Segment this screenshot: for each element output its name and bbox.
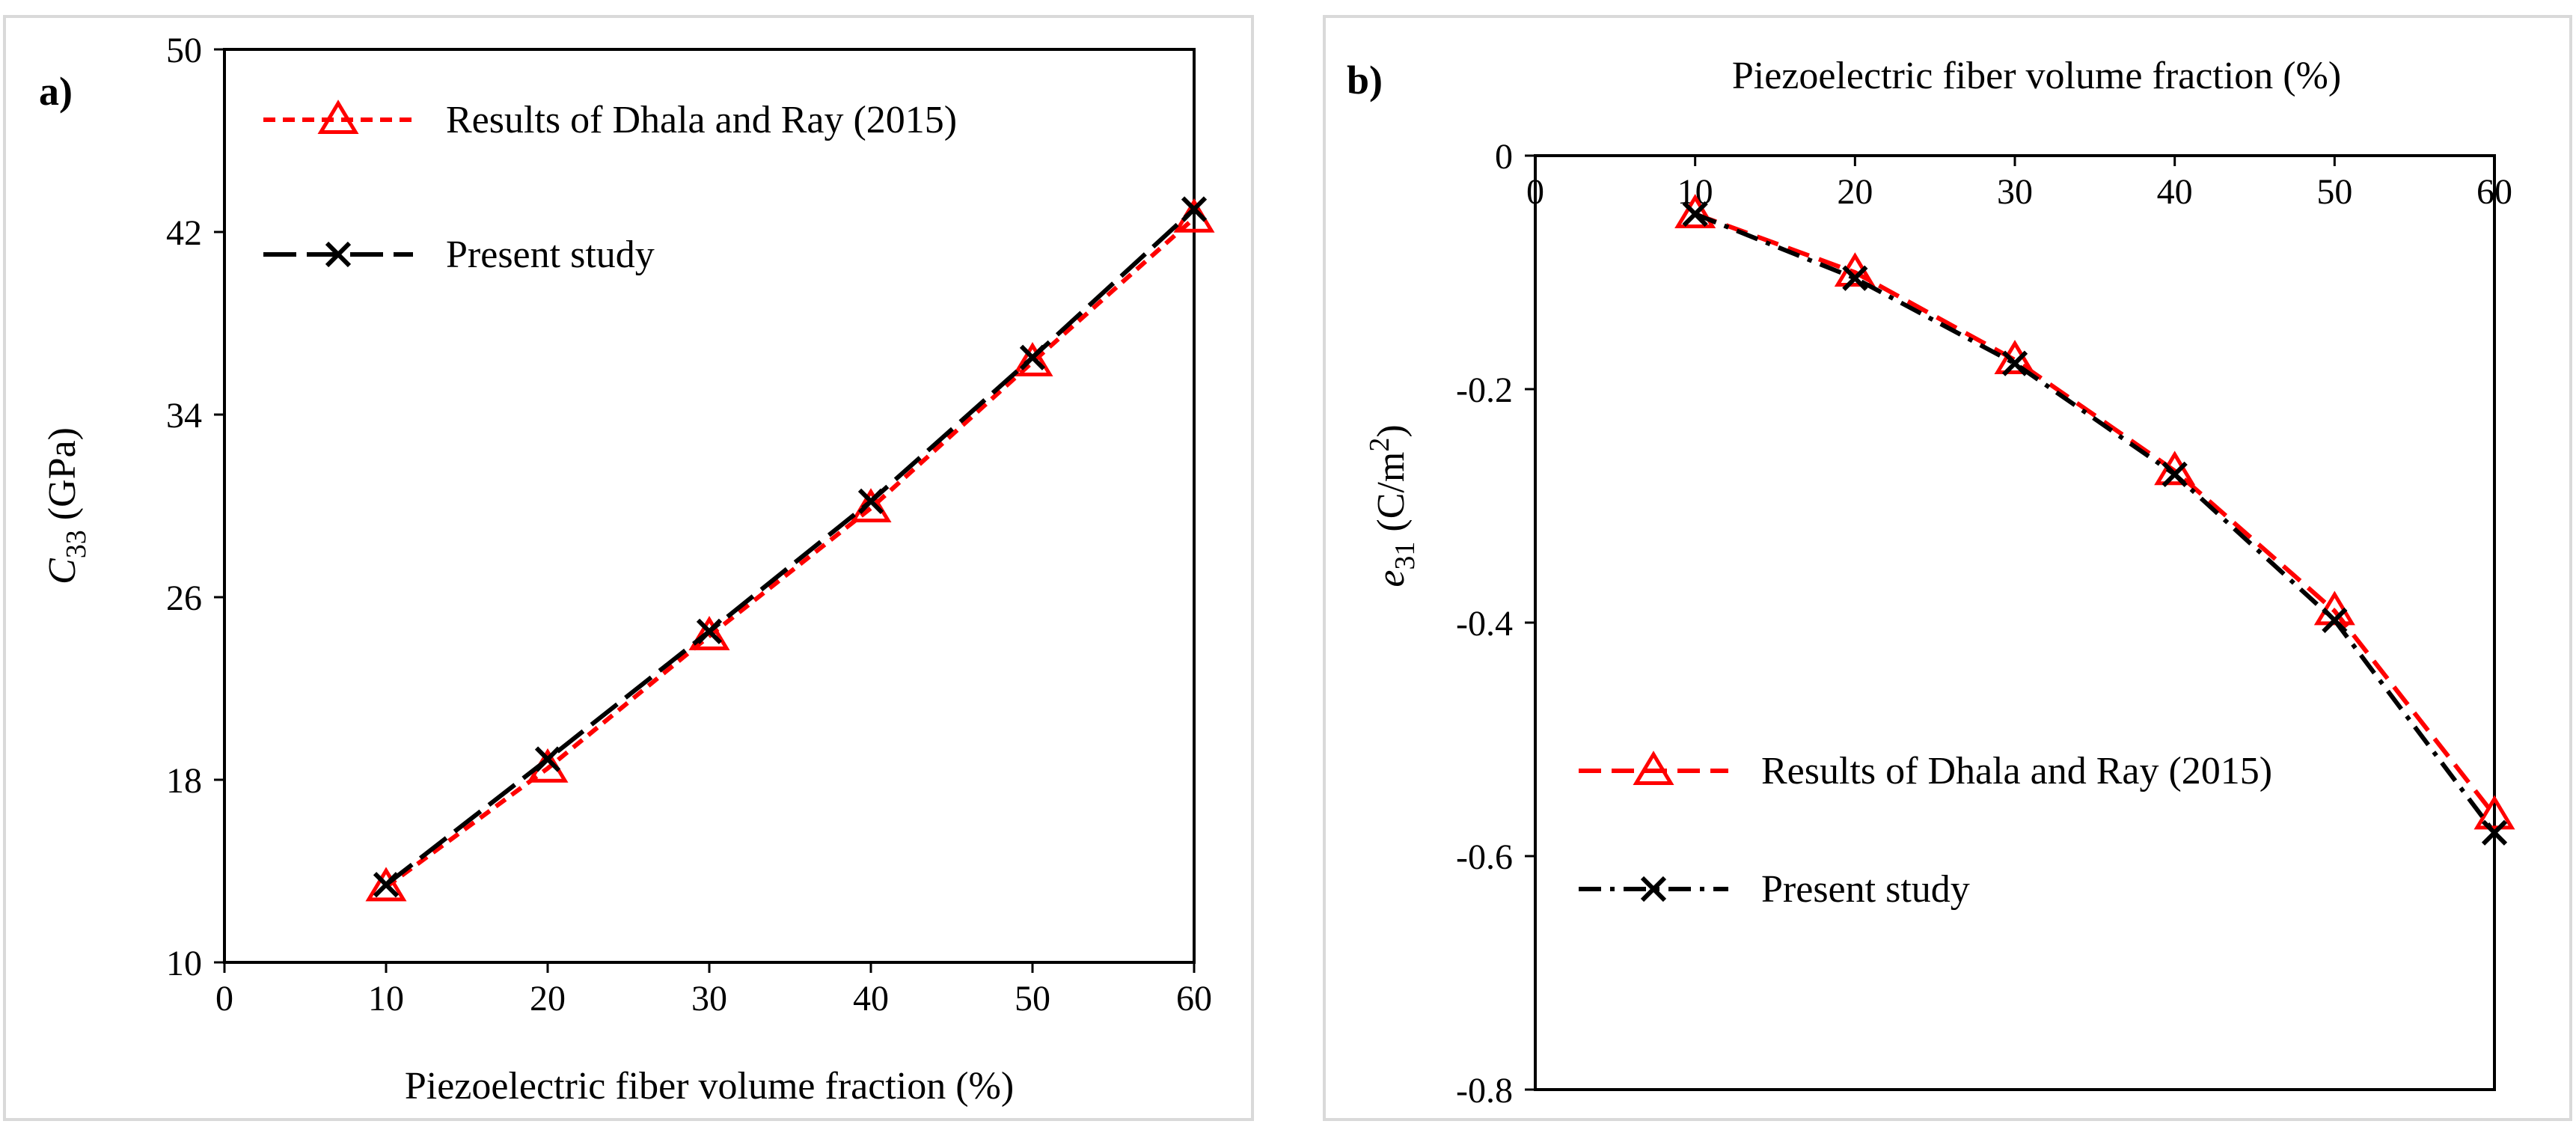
panel-a-series-line-1: [385, 207, 1196, 887]
panel-a-y-tick-label: 34: [166, 396, 202, 436]
panel-b-y-tick-label: -0.8: [1456, 1071, 1513, 1111]
panel-b-y-axis-unit: (C/m: [1370, 452, 1413, 542]
panel-b-series-0-point: [2473, 795, 2515, 830]
panel-b-legend-label-0: Results of Dhala and Ray (2015): [1761, 750, 2272, 792]
panel-a-y-axis-title: C33 (GPa): [41, 427, 92, 584]
panel-b-y-axis-superscript: 2: [1364, 438, 1395, 452]
panel-b-x-tick-label: 0: [1526, 172, 1544, 212]
panel-b-x-tick-label: 10: [1677, 172, 1713, 212]
panel-a-y-axis-symbol: C: [41, 558, 84, 584]
panel-a-legend-marker-0: [317, 100, 359, 134]
panel-a-series-1-point: [857, 488, 884, 515]
panel-a-series-0-point: [1012, 341, 1053, 376]
panel-a-x-tick-label: 20: [530, 979, 566, 1018]
panel-a-x-tick-label: 30: [691, 979, 727, 1018]
panel-b-series-1-point: [2162, 461, 2188, 488]
panel-b-legend-marker-0: [1633, 751, 1674, 785]
panel-b-ticks: 0 10 20 30 40 50 60 -0.8 -0.6 -0.4 -0.2 0: [1456, 137, 2512, 1111]
panel-b-y-tick-label: 0: [1495, 137, 1513, 177]
panel-a-series-1-point: [534, 746, 561, 772]
panel-b-series-1-point: [2001, 350, 2028, 376]
panel-a-y-tick-label: 18: [166, 761, 202, 801]
panel-a-x-tick-label: 10: [368, 979, 404, 1018]
panel-a-series-0-point: [688, 615, 730, 650]
panel-b-y-tick-label: -0.6: [1456, 837, 1513, 877]
panel-a-series-1-point: [1019, 344, 1046, 370]
panel-a-x-tick-label: 0: [215, 979, 233, 1018]
panel-b-series-line-0: [1694, 212, 2497, 817]
panel-b-y-axis-symbol: e: [1370, 570, 1413, 587]
panel-a-series-1-point: [696, 618, 723, 644]
panel-b-legend-label-1: Present study: [1761, 868, 1970, 911]
panel-b-series: [1674, 194, 2515, 846]
panel-b-series-1-point: [2322, 607, 2348, 634]
panel-b-x-tick-label: 40: [2157, 172, 2193, 212]
panel-a-frame: [3, 15, 1254, 1121]
panel-a-x-tick-label: 60: [1176, 979, 1212, 1018]
panel-a-y-tick-label: 50: [166, 31, 202, 70]
panel-a-series: [365, 196, 1215, 902]
panel-b-y-tick-label: -0.2: [1456, 370, 1513, 410]
panel-a-legend: Results of Dhala and Ray (2015) Present s…: [263, 99, 957, 276]
panel-a-x-tick-label: 40: [853, 979, 889, 1018]
panel-a-y-tick-label: 26: [166, 578, 202, 618]
panel-a-y-axis-subscript: 33: [61, 530, 92, 558]
panel-b-label: b): [1347, 58, 1383, 103]
panel-b-frame: [1323, 15, 2572, 1121]
panel-b-legend: Results of Dhala and Ray (2015) Present s…: [1579, 750, 2272, 911]
panel-b-series-1-point: [1682, 201, 1708, 227]
panel-b-x-tick-label: 50: [2316, 172, 2352, 212]
panel-a-y-tick-label: 42: [166, 213, 202, 253]
panel-b-series-1-point: [2481, 819, 2508, 846]
panel-a-x-tick-label: 50: [1015, 979, 1050, 1018]
panel-a-series-1-point: [373, 872, 400, 898]
panel-a-series-line-0: [385, 216, 1196, 889]
panel-b-series-1-point: [1842, 265, 1868, 291]
panel-b-x-tick-label: 20: [1837, 172, 1873, 212]
panel-b-y-axis-subscript: 31: [1389, 542, 1421, 570]
panel-a-y-axis-unit: (GPa): [41, 427, 84, 530]
panel-b-x-axis-title: Piezoelectric fiber volume fraction (%): [1732, 55, 2341, 97]
panel-a-legend-label-0: Results of Dhala and Ray (2015): [446, 99, 957, 141]
panel-b-legend-marker-1: [1640, 876, 1667, 903]
panel-a: a) 0 10 20 30 40 50 60 10 18 26 34 42 50 Piezoelectr…: [39, 31, 1215, 1108]
panel-a-series-0-point: [365, 867, 407, 902]
panel-a-series-1-point: [1181, 196, 1208, 222]
panel-b-y-tick-label: -0.4: [1456, 604, 1513, 644]
panel-b-series-line-1: [1694, 212, 2497, 834]
panel-b-y-axis-close: ): [1370, 424, 1413, 437]
panel-b-x-tick-label: 60: [2476, 172, 2512, 212]
panel-b: b) Piezoelectric fiber volume fraction (…: [1347, 55, 2515, 1111]
panel-b-y-axis-title: e31 (C/m2): [1364, 424, 1421, 587]
panel-b-series-0-point: [1674, 194, 1716, 228]
panel-a-x-axis-title: Piezoelectric fiber volume fraction (%): [405, 1065, 1014, 1108]
panel-b-x-tick-label: 30: [1997, 172, 2033, 212]
panel-a-ticks: 0 10 20 30 40 50 60 10 18 26 34 42 50: [166, 31, 1212, 1018]
panel-a-y-tick-label: 10: [166, 944, 202, 983]
panel-a-legend-marker-1: [325, 241, 352, 268]
panel-a-legend-label-1: Present study: [446, 233, 655, 276]
panel-a-label: a): [39, 69, 73, 114]
